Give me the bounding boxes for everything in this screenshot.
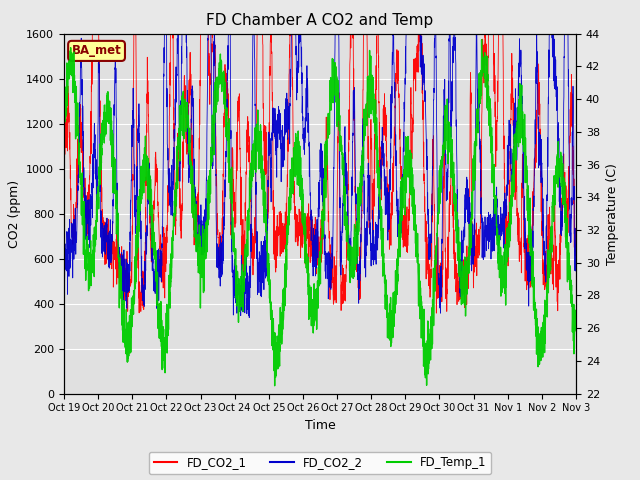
Legend: FD_CO2_1, FD_CO2_2, FD_Temp_1: FD_CO2_1, FD_CO2_2, FD_Temp_1: [149, 452, 491, 474]
Title: FD Chamber A CO2 and Temp: FD Chamber A CO2 and Temp: [206, 13, 434, 28]
Y-axis label: Temperature (C): Temperature (C): [605, 163, 618, 264]
Y-axis label: CO2 (ppm): CO2 (ppm): [8, 180, 20, 248]
X-axis label: Time: Time: [305, 419, 335, 432]
Text: BA_met: BA_met: [72, 44, 122, 58]
